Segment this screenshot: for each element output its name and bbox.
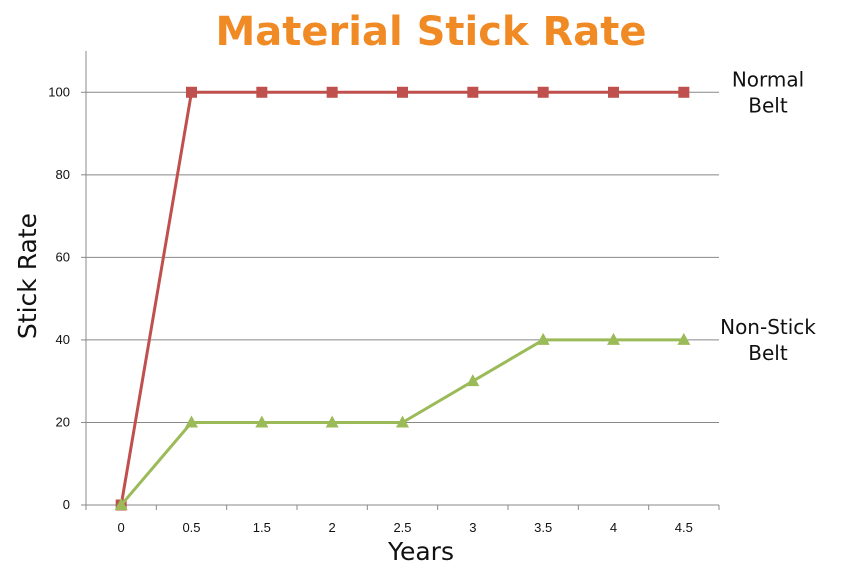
series-group: [114, 86, 691, 511]
data-point-normal-belt: [256, 86, 268, 98]
data-point-normal-belt: [326, 86, 338, 98]
data-point-normal-belt: [397, 86, 408, 98]
x-tick-label: 2: [329, 520, 336, 535]
series-line-normal-belt: [119, 90, 684, 506]
data-point-non-stick-belt: [607, 332, 620, 345]
data-point-normal-belt: [608, 86, 619, 98]
x-tick-label: 0: [118, 520, 125, 535]
data-point-non-stick-belt: [466, 374, 480, 387]
series-label-line: Normal: [732, 67, 804, 91]
x-tick-label: 3.5: [534, 520, 552, 535]
x-tick-label: 0.5: [182, 520, 200, 535]
y-tick-label: 100: [48, 84, 70, 99]
gridlines: [86, 91, 719, 423]
x-tick-label: 3: [469, 520, 476, 535]
data-point-non-stick-belt: [536, 332, 550, 345]
x-tick-label: 2.5: [393, 520, 411, 535]
data-point-normal-belt: [467, 86, 479, 98]
series-label-line: Non-Stick: [720, 315, 816, 339]
axes: [81, 51, 720, 510]
y-tick-label: 20: [56, 414, 70, 429]
x-tick-label: 4: [610, 520, 617, 535]
y-tick-label: 80: [56, 167, 70, 182]
y-tick-label: 0: [63, 497, 70, 512]
data-point-non-stick-belt: [114, 498, 128, 510]
x-tick-label: 4.5: [675, 520, 693, 535]
y-tick-label: 60: [56, 249, 70, 264]
y-axis-title: Stick Rate: [13, 213, 42, 339]
data-point-non-stick-belt: [255, 415, 269, 428]
y-tick-label: 40: [56, 332, 70, 347]
x-tick-label: 1.5: [253, 520, 271, 535]
data-point-non-stick-belt: [325, 415, 339, 428]
x-tick-labels: 0 0.5 1.5 2 2.5 3 3.5 4 4.5: [118, 520, 693, 535]
data-point-normal-belt: [537, 86, 549, 98]
series-label-line: Belt: [748, 341, 788, 365]
y-tick-labels: 0 20 40 60 80 100: [48, 84, 70, 512]
series-label-non-stick-belt: Non-Stick Belt: [720, 315, 816, 365]
series-label-normal-belt: Normal Belt: [732, 67, 804, 117]
series-label-line: Belt: [748, 93, 788, 117]
data-point-non-stick-belt: [677, 332, 691, 345]
data-point-non-stick-belt: [396, 415, 409, 428]
data-point-normal-belt: [678, 86, 690, 98]
data-point-normal-belt: [186, 86, 197, 98]
data-point-non-stick-belt: [185, 415, 198, 428]
chart-title: Material Stick Rate: [215, 9, 646, 55]
x-axis-title: Years: [387, 537, 454, 566]
